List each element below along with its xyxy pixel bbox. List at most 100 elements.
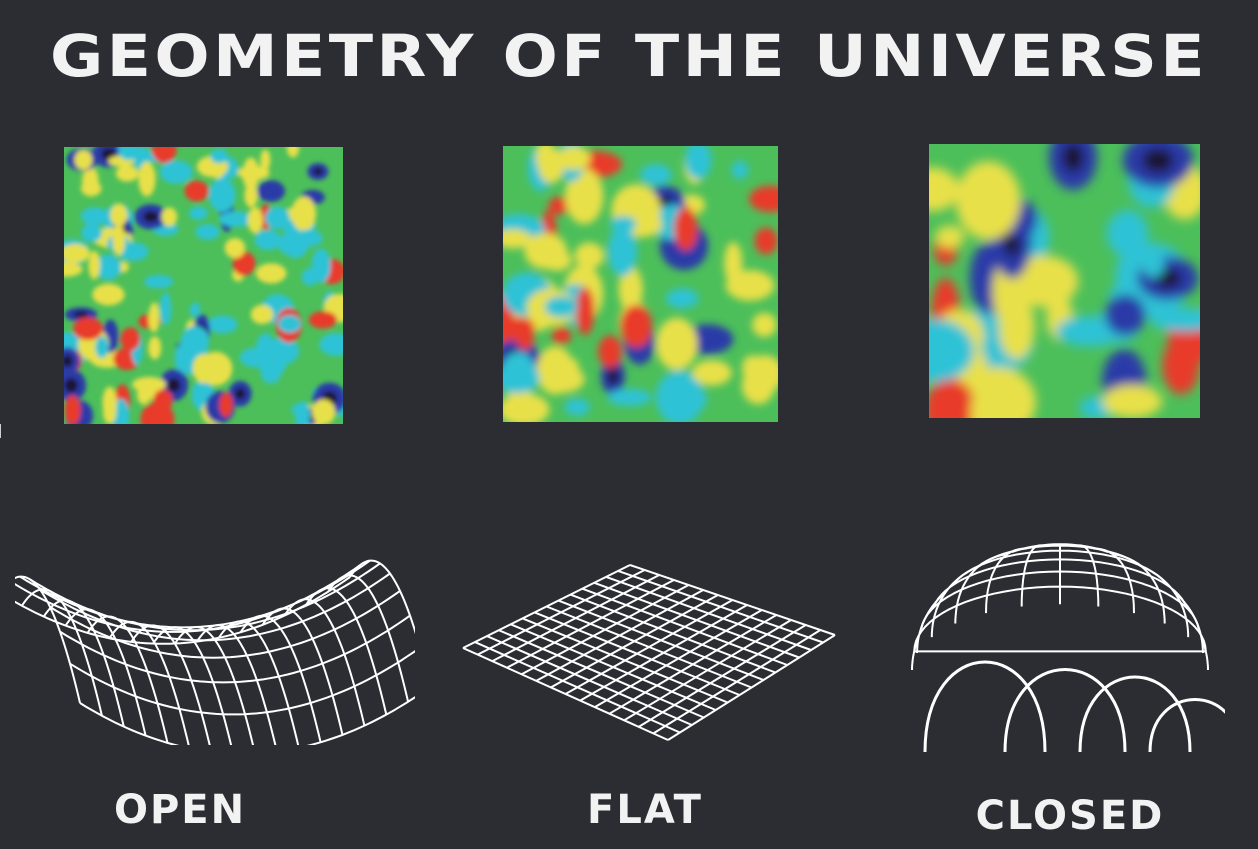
cmb-spot [265,206,290,230]
cmb-spot [250,304,274,325]
cmb-spot [544,296,578,318]
cmb-spot [64,244,90,263]
cmb-spot [148,303,160,333]
saddle-grid-line [261,607,344,736]
cmb-spot [64,395,81,424]
cmb-spot [64,261,83,277]
cmb-spot [184,180,209,202]
cmb-spot [95,254,122,280]
cmb-spot [224,237,246,259]
label-closed: CLOSED [975,793,1165,839]
plane-grid-line [605,575,812,651]
cmb-spot [929,319,974,383]
cmb-spot [754,227,778,255]
sphere-longitude-line [1201,640,1209,671]
cmb-spot-core [64,378,78,393]
cmb-spot [110,203,128,227]
cmb-spot [192,354,215,384]
cmb-spot-core [143,211,159,223]
cmb-spot [618,266,643,312]
cmb-spot [244,183,258,208]
sphere-base-arc [1078,675,1192,753]
plane-grid-line [579,604,748,702]
cmb-spot [551,327,572,345]
sphere-longitude-line [985,547,1027,614]
cmb-spot [731,160,749,180]
plane-grid-line [594,609,763,708]
plane-grid-line [638,624,807,728]
cmb-spot [80,223,102,243]
plane-grid-line [652,629,821,735]
cmb-spot [115,165,139,182]
plane-grid-line [570,593,776,674]
cmb-spot [255,263,287,284]
cmb-spot [292,229,323,247]
cmb-spot [620,304,653,348]
saddle-grid-line [69,646,421,716]
cmb-spot [503,362,540,394]
cmb-spot [724,242,743,285]
saddle-grid-line [29,562,381,632]
cmb-spot [257,180,286,202]
cmb-spot [640,164,672,186]
cmb-spot [278,314,302,333]
sphere-longitude-line [1175,592,1204,654]
cmb-spot [929,167,959,212]
cmb-spot [189,302,201,318]
plane-grid-line [629,564,836,636]
cmb-spot [684,146,712,180]
sphere-longitude-line [1075,544,1100,607]
cmb-spot [159,160,193,184]
cmb-spot [247,207,263,234]
cmb-spot [148,336,162,360]
cmb-spot [260,149,271,171]
cmb-spot [291,196,317,232]
cmb-spot-core [64,354,73,368]
cmb-spot [138,161,156,197]
cmb-spot [80,207,109,225]
cmb-spot [607,388,652,406]
sphere-longitude-line [1114,553,1166,624]
saddle-grid-drawing [0,559,431,755]
cmb-spot [752,312,777,337]
cmb-spot [1150,308,1200,332]
cmb-spot-core [235,387,246,400]
cmb-spot [210,149,229,164]
cmb-spot [319,333,343,356]
cmb-map-open-image [64,147,343,424]
cmb-spot [311,248,331,283]
cmb-map-flat [503,146,778,422]
saddle-grid-line [79,686,431,755]
cmb-spot [88,250,100,280]
cmb-spot [674,385,707,413]
cmb-spot [118,147,139,161]
plane-grid-line [581,587,788,666]
cmb-map-closed-image [929,144,1200,418]
plane-grid-line [558,599,764,681]
cmb-map-closed [929,144,1200,418]
cmb-spot [955,161,1021,240]
cmb-spot [132,376,167,392]
cmb-spot [935,225,965,249]
cmb-spot [503,229,532,249]
cmb-spot [294,401,311,424]
cmb-spot [749,185,778,213]
sphere-longitude-line [1093,547,1135,614]
cmb-spot [160,292,172,326]
cmb-spot [744,355,778,393]
sphere-surface-closed [905,520,1242,755]
cmb-spot [564,398,590,416]
cmb-spot [153,389,173,412]
plane-grid-line [593,581,800,659]
cmb-spot [144,275,174,289]
sphere-grid-drawing [911,543,1242,753]
cmb-spot [181,325,210,357]
sphere-base-arc [1003,668,1127,753]
cmb-spot [103,399,117,424]
cmb-spot [607,226,638,277]
label-open: OPEN [113,787,247,833]
cmb-spot [564,168,604,225]
cmb-spot [665,288,699,309]
cmb-spot [536,346,574,395]
cmb-spot [1009,255,1079,308]
